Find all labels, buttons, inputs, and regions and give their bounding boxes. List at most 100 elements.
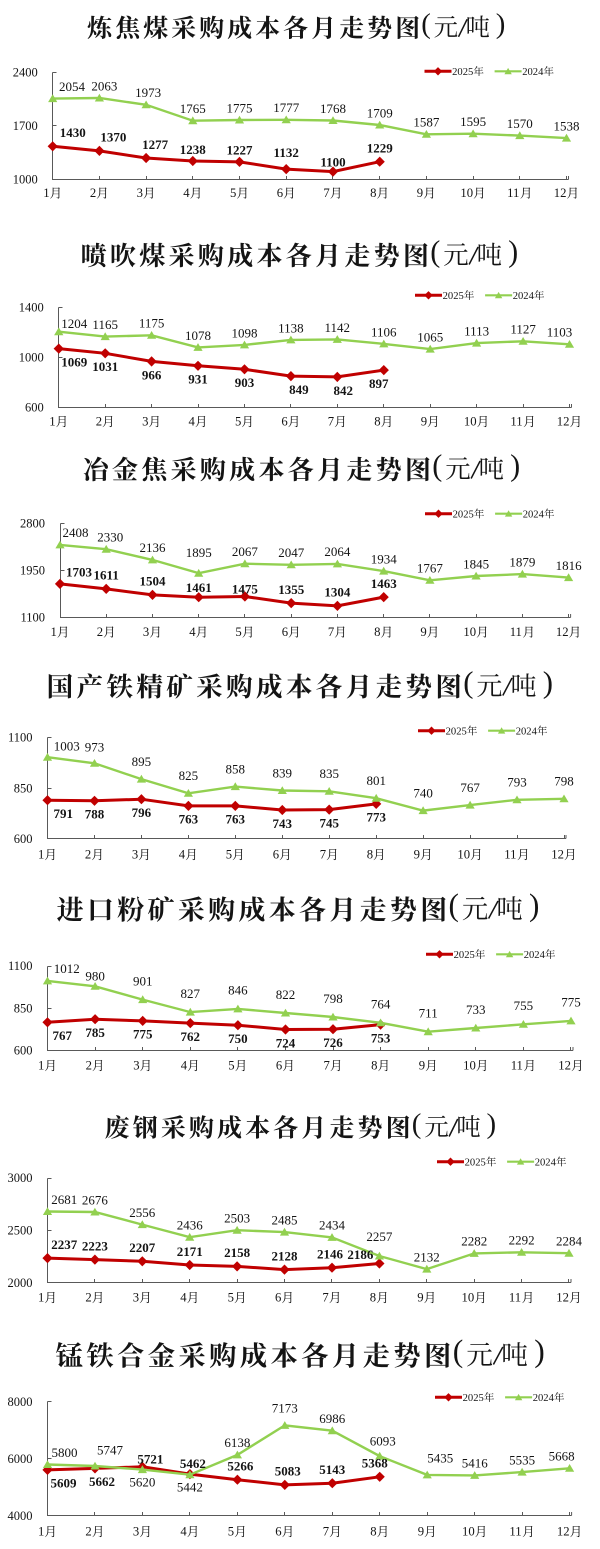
svg-text:11: 11 xyxy=(507,186,519,200)
svg-text:1767: 1767 xyxy=(417,561,444,576)
svg-text:(: ( xyxy=(430,234,440,268)
svg-text:12: 12 xyxy=(556,1291,569,1305)
svg-text:2500: 2500 xyxy=(8,1224,33,1238)
svg-text:10: 10 xyxy=(464,415,477,429)
svg-text:2025: 2025 xyxy=(463,1393,484,1404)
svg-text:1: 1 xyxy=(43,186,49,200)
svg-text:2024: 2024 xyxy=(524,950,546,961)
svg-text:785: 785 xyxy=(85,1025,105,1040)
svg-text:1165: 1165 xyxy=(92,317,118,332)
svg-text:1777: 1777 xyxy=(273,100,300,115)
svg-text:2132: 2132 xyxy=(414,1249,440,1264)
svg-text:1000: 1000 xyxy=(13,172,38,186)
svg-text:775: 775 xyxy=(133,1027,153,1042)
svg-text:): ) xyxy=(534,1334,545,1369)
svg-text:733: 733 xyxy=(466,1002,486,1017)
svg-text:600: 600 xyxy=(25,400,44,414)
svg-text:2237: 2237 xyxy=(51,1237,78,1252)
svg-text:1069: 1069 xyxy=(61,354,88,369)
svg-text:764: 764 xyxy=(371,997,391,1012)
svg-text:8: 8 xyxy=(370,1525,376,1539)
svg-text:724: 724 xyxy=(276,1035,296,1050)
svg-text:8: 8 xyxy=(371,1059,377,1073)
svg-text:1463: 1463 xyxy=(371,576,398,591)
svg-text:11: 11 xyxy=(510,415,522,429)
svg-text:1065: 1065 xyxy=(417,329,443,344)
svg-text:(: ( xyxy=(453,1334,464,1369)
svg-text:3000: 3000 xyxy=(8,1171,33,1185)
svg-text:2024: 2024 xyxy=(516,727,538,738)
svg-text:7: 7 xyxy=(324,1059,330,1073)
svg-text:10: 10 xyxy=(460,186,473,200)
svg-text:9: 9 xyxy=(418,1525,424,1539)
svg-text:1227: 1227 xyxy=(227,143,254,158)
svg-text:2024: 2024 xyxy=(535,1158,557,1169)
svg-text:798: 798 xyxy=(554,774,574,789)
svg-text:1950: 1950 xyxy=(20,563,45,577)
svg-text:767: 767 xyxy=(460,780,480,795)
svg-text:796: 796 xyxy=(132,805,152,820)
svg-text:2800: 2800 xyxy=(20,516,45,530)
svg-text:12: 12 xyxy=(556,625,569,639)
svg-text:2681: 2681 xyxy=(51,1192,77,1207)
svg-text:2025: 2025 xyxy=(446,727,467,738)
svg-text:2025: 2025 xyxy=(465,1158,486,1169)
svg-text:5: 5 xyxy=(228,1291,234,1305)
svg-text:): ) xyxy=(529,888,539,923)
svg-text:1538: 1538 xyxy=(554,118,580,133)
svg-text:825: 825 xyxy=(179,768,199,783)
svg-text:3: 3 xyxy=(142,415,148,429)
svg-text:(: ( xyxy=(463,665,473,699)
svg-text:5: 5 xyxy=(235,415,241,429)
svg-text:2054: 2054 xyxy=(59,79,86,94)
svg-text:1430: 1430 xyxy=(60,125,86,140)
svg-text:842: 842 xyxy=(334,383,354,398)
svg-text:753: 753 xyxy=(371,1030,391,1045)
svg-text:7: 7 xyxy=(323,1525,329,1539)
svg-text:): ) xyxy=(510,448,520,482)
svg-text:12: 12 xyxy=(557,415,570,429)
svg-text:1078: 1078 xyxy=(185,328,211,343)
svg-text:10: 10 xyxy=(462,1291,475,1305)
svg-text:2064: 2064 xyxy=(324,544,351,559)
svg-text:1816: 1816 xyxy=(556,558,583,573)
svg-text:2: 2 xyxy=(85,848,91,862)
svg-text:1973: 1973 xyxy=(135,85,161,100)
svg-text:839: 839 xyxy=(273,765,293,780)
svg-text:798: 798 xyxy=(323,991,343,1006)
svg-text:966: 966 xyxy=(142,367,162,382)
svg-text:1: 1 xyxy=(51,625,57,639)
svg-text:1700: 1700 xyxy=(13,119,38,133)
svg-text:2408: 2408 xyxy=(63,525,89,540)
svg-text:1768: 1768 xyxy=(320,101,346,116)
svg-text:743: 743 xyxy=(273,816,293,831)
svg-text:1175: 1175 xyxy=(139,316,165,331)
svg-text:2128: 2128 xyxy=(272,1248,299,1263)
svg-text:1106: 1106 xyxy=(371,324,397,339)
svg-text:5368: 5368 xyxy=(362,1456,389,1471)
svg-text:2434: 2434 xyxy=(319,1218,346,1233)
svg-text:3: 3 xyxy=(137,186,143,200)
svg-text:5: 5 xyxy=(230,186,236,200)
svg-text:1703: 1703 xyxy=(66,565,93,580)
svg-text:7: 7 xyxy=(320,848,326,862)
svg-text:750: 750 xyxy=(228,1031,248,1046)
svg-text:2158: 2158 xyxy=(224,1245,251,1260)
svg-text:6: 6 xyxy=(282,625,288,639)
svg-text:726: 726 xyxy=(323,1035,343,1050)
svg-text:5609: 5609 xyxy=(51,1476,78,1491)
svg-text:5668: 5668 xyxy=(549,1449,575,1464)
svg-text:2171: 2171 xyxy=(177,1244,203,1259)
svg-text:1765: 1765 xyxy=(180,101,206,116)
svg-text:12: 12 xyxy=(557,1525,570,1539)
svg-text:788: 788 xyxy=(85,807,105,822)
svg-text:2025: 2025 xyxy=(452,67,473,78)
svg-text:2063: 2063 xyxy=(91,78,117,93)
svg-text:4: 4 xyxy=(189,625,196,639)
svg-text:3: 3 xyxy=(133,1525,139,1539)
svg-text:4000: 4000 xyxy=(8,1509,33,1523)
svg-text:2186: 2186 xyxy=(347,1247,374,1262)
svg-text:1611: 1611 xyxy=(94,568,119,583)
svg-text:791: 791 xyxy=(53,806,73,821)
svg-text:2025: 2025 xyxy=(454,950,475,961)
